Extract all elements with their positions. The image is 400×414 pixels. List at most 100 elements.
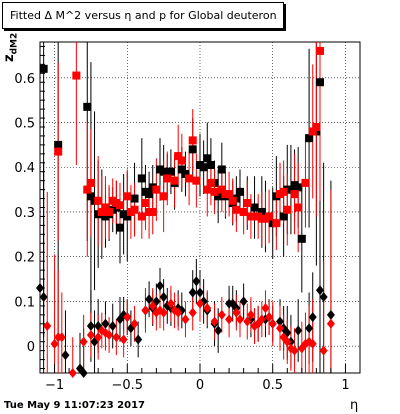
red-square-point [272,219,281,228]
red-diamond-point [174,307,183,318]
red-square-point [101,203,110,212]
red-square-point [174,152,183,161]
red-diamond-point [196,298,204,309]
red-square-point [206,178,215,187]
black-square-point [316,78,324,87]
black-diamond-point [159,291,168,302]
black-square-point [217,165,226,174]
red-diamond-point [290,345,299,356]
red-square-point [72,71,81,80]
red-diamond-point [268,318,277,329]
black-diamond-point [294,325,303,336]
black-diamond-point [319,291,328,302]
red-diamond-point [119,334,128,345]
red-square-point [294,203,303,212]
x-tick-label: −0.5 [111,378,143,393]
footer-timestamp: Tue May 9 11:07:23 2017 [4,400,145,411]
black-square-point [286,185,295,194]
red-diamond-point [232,307,241,318]
red-square-point [283,205,292,214]
red-diamond-point [236,314,244,325]
black-diamond-point [156,280,164,291]
red-diamond-point [57,332,66,343]
black-diamond-point [276,316,284,327]
black-square-point [279,212,288,221]
red-square-point [152,185,161,194]
black-diamond-point [326,309,335,320]
y-tick-label: 0.6 [14,72,35,87]
red-square-point [159,192,168,201]
black-square-point [181,169,190,178]
black-square-point [130,194,139,203]
black-square-point [177,165,186,174]
red-square-point [232,205,241,214]
black-diamond-point [86,321,95,332]
red-diamond-point [265,312,274,323]
red-diamond-point [257,314,266,325]
red-diamond-point [50,338,59,349]
red-diamond-point [188,307,197,318]
axes: −1 −0.5 0 0.5 1 0 0.1 0.2 0.3 0.4 0.5 0.6 [14,45,361,393]
black-diamond-point [316,285,324,296]
black-square-point [123,212,132,221]
red-diamond-point [94,332,103,343]
black-square-point [137,174,146,183]
red-square-point [239,207,248,216]
red-square-point [123,192,132,201]
black-diamond-point [188,287,197,298]
red-square-point [130,205,139,214]
red-square-point [177,156,186,165]
red-diamond-point [130,318,139,329]
red-square-point [163,174,172,183]
red-diamond-point [86,329,95,340]
x-tick-label: −1 [45,378,64,393]
red-square-point [105,207,114,216]
black-diamond-point [192,276,201,287]
red-diamond-point [166,298,175,309]
red-square-point [217,185,226,194]
black-square-point [214,192,223,201]
chart-title-box: Fitted Δ M^2 versus η and p for Global d… [2,2,284,29]
red-diamond-point [123,312,132,323]
chart-title: Fitted Δ M^2 versus η and p for Global d… [10,9,277,22]
red-diamond-point [203,303,212,314]
red-diamond-point [308,338,317,349]
black-diamond-point [61,350,70,361]
red-square-point [290,190,299,199]
red-diamond-point [112,332,121,343]
black-square-point [188,145,197,154]
red-square-point [185,174,194,183]
red-diamond-point [261,303,270,314]
red-diamond-point [181,314,190,325]
black-square-point [159,167,168,176]
red-diamond-point [276,323,284,334]
y-tick-label: 0 [27,340,35,355]
x-tick-label: 0 [196,378,204,393]
red-square-point [54,147,63,156]
y-tick-label: 0.4 [14,161,35,176]
black-diamond-point [239,296,248,307]
black-square-point [294,183,303,192]
red-diamond-point [105,329,114,340]
y-tick-label: 0.1 [14,295,35,310]
red-diamond-point [319,345,328,356]
red-diamond-point [43,321,52,332]
red-diamond-point [79,336,88,347]
black-diamond-point [134,334,143,345]
red-diamond-point [148,300,157,311]
red-square-point [210,187,219,196]
red-square-point [301,178,310,187]
red-square-point [94,196,103,205]
red-square-point [86,178,95,187]
y-tick-label: 0.2 [14,251,35,266]
red-diamond-point [326,318,335,329]
black-square-point [206,161,215,170]
red-square-point [141,199,150,208]
red-square-point [203,185,212,194]
y-axis-label: zdM2 [2,32,20,62]
black-square-point [116,223,124,232]
y-tick-label: 0.3 [14,206,35,221]
red-diamond-point [225,314,234,325]
red-square-point [170,176,179,185]
